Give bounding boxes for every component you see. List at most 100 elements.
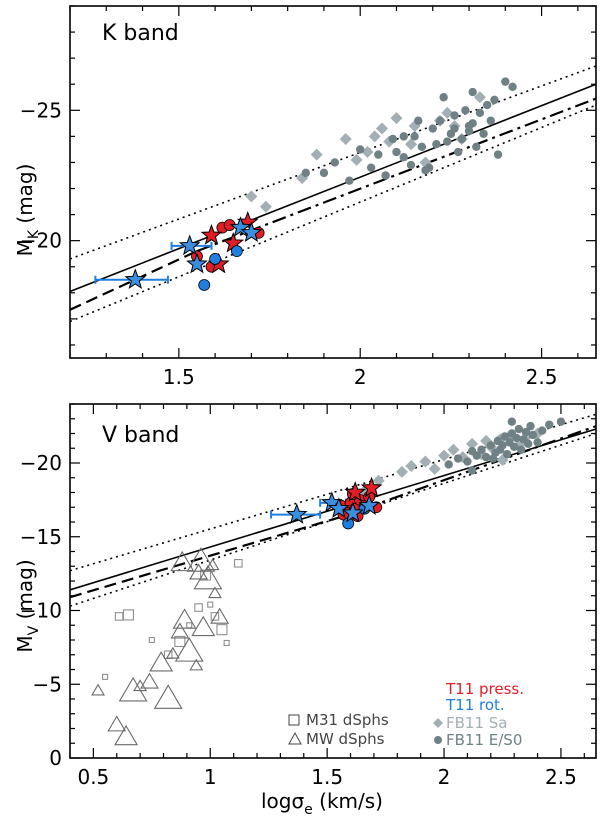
k-band-ylabel: MK (mag) [13, 164, 42, 257]
point-mw-dsphs [165, 646, 180, 659]
point-m31-dsphs [186, 622, 193, 629]
point-fb11-e-s0 [526, 421, 535, 431]
point-fb11-e-s0 [463, 457, 472, 466]
legend-mw-marker [288, 731, 302, 745]
point-m31-dsphs [148, 636, 155, 644]
k-ylabel-unit: (mag) [13, 164, 37, 224]
point-fb11-sa [441, 106, 454, 119]
point-fb11-e-s0 [479, 129, 488, 138]
point-fb11-e-s0 [472, 142, 481, 151]
legend-t11-press: T11 press. [445, 680, 524, 698]
point-fb11-e-s0 [414, 116, 423, 125]
y-tick-label: 0 [49, 746, 62, 770]
k-band-label: K band [102, 21, 179, 46]
point-t11-rot-stars [186, 252, 208, 274]
point-fb11-e-s0 [435, 116, 445, 125]
x-tick-label: 1.5 [163, 365, 195, 389]
v-ylabel-main: M [13, 635, 37, 652]
point-fb11-e-s0 [399, 132, 408, 141]
point-m31-dsphs [114, 612, 124, 621]
v-band-ticks: 0.5 1 1.5 2 2.5 0 −5 −10 −15 −20 [20, 403, 596, 789]
point-t11-rot-stars [229, 216, 252, 237]
point-t11-rot-stars [285, 503, 308, 524]
point-fb11-e-s0 [450, 124, 459, 133]
point-fb11-e-s0 [424, 163, 434, 172]
point-fb11-e-s0 [453, 454, 463, 463]
point-mw-dsphs [170, 622, 190, 639]
point-fb11-e-s0 [461, 106, 470, 115]
point-fb11-e-s0 [507, 417, 517, 426]
point-t11-rot-stars [327, 497, 350, 518]
legend: T11 press. T11 rot. FB11 Sa FB11 E/S0 M3… [288, 680, 524, 749]
point-fb11-sa [350, 153, 363, 166]
point-t11-rot-stars [124, 268, 147, 290]
point-mw-dsphs [189, 658, 204, 671]
point-m31-dsphs [174, 635, 186, 648]
point-fb11-e-s0 [410, 132, 419, 141]
point-fb11-e-s0 [486, 441, 495, 450]
point-fb11-e-s0 [556, 417, 566, 426]
point-mw-dsphs [153, 684, 183, 709]
point-fb11-e-s0 [443, 137, 452, 146]
point-fb11-sa [473, 91, 486, 104]
point-fb11-e-s0 [356, 145, 365, 154]
point-t11-rot-stars [178, 234, 201, 256]
legend-mw: MW dSphs [306, 730, 385, 748]
svg-text:MV (mag): MV (mag) [13, 559, 42, 652]
point-mw-dsphs [149, 651, 174, 672]
y-tick-label: −20 [20, 451, 62, 475]
point-fb11-e-s0 [345, 176, 354, 185]
y-tick-label: −25 [20, 98, 62, 122]
x-tick-label: 2.5 [526, 365, 558, 389]
x-label-unit: (km/s) [313, 789, 383, 813]
x-label-sub: e [304, 802, 313, 818]
point-fb11-e-s0 [319, 168, 329, 178]
point-mw-dsphs [172, 608, 197, 629]
legend-fb11-e-marker [434, 736, 442, 744]
point-m31-dsphs [234, 558, 243, 568]
point-fb11-e-s0 [508, 82, 517, 92]
v-band-plot-frame [69, 403, 597, 759]
point-fb11-sa [372, 474, 385, 487]
point-fb11-sa [375, 122, 388, 135]
legend-m31: M31 dSphs [306, 711, 389, 729]
point-fb11-e-s0 [330, 158, 340, 167]
relation-line-dashed [70, 250, 198, 311]
relation-line-dash-dot [196, 97, 596, 253]
point-fb11-e-s0 [444, 460, 453, 469]
v-band-panel: V band MV (mag) 0.5 1 1.5 2 2.50−5−10−15−20 … [13, 403, 597, 818]
relation-line-solid [70, 83, 596, 293]
point-fb11-e-s0 [374, 150, 383, 159]
legend-m31-marker [288, 714, 300, 726]
point-fb11-e-s0 [509, 442, 519, 451]
point-fb11-e-s0 [490, 95, 499, 105]
point-m31-dsphs [223, 639, 230, 647]
point-m31-dsphs [194, 603, 203, 612]
point-mw-dsphs [186, 547, 216, 572]
point-fb11-e-s0 [514, 424, 524, 434]
point-mw-dsphs [174, 637, 204, 662]
point-fb11-e-s0 [464, 121, 474, 131]
svg-text:MK (mag): MK (mag) [13, 164, 42, 257]
point-fb11-e-s0 [501, 77, 510, 86]
relation-line-dashed [70, 516, 340, 599]
point-fb11-sa [466, 437, 479, 450]
point-t11-rot- [198, 279, 211, 291]
point-fb11-e-s0 [381, 171, 390, 180]
point-fb11-e-s0 [524, 439, 533, 449]
point-fb11-e-s0 [392, 147, 401, 157]
point-m31-dsphs [216, 624, 228, 636]
k-ylabel-main: M [13, 239, 37, 256]
point-fb11-sa [428, 462, 441, 475]
v-band-ylabel: MV (mag) [13, 559, 42, 652]
point-fb11-sa [419, 455, 432, 468]
point-fb11-e-s0 [406, 160, 416, 170]
legend-fb11-sa-marker [433, 718, 443, 728]
point-t11-press-stars [344, 481, 367, 502]
point-t11-press-stars [360, 476, 383, 498]
point-t11-rot- [230, 245, 243, 257]
point-fb11-sa [310, 148, 323, 161]
point-fb11-sa [361, 146, 374, 159]
point-m31-dsphs [122, 609, 134, 621]
k-band-plot-frame [69, 5, 597, 359]
